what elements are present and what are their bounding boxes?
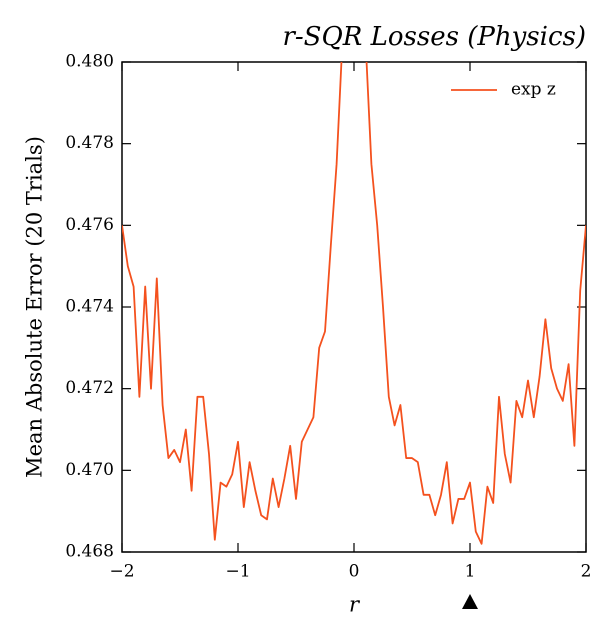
y-tick-label: 0.480: [65, 52, 114, 72]
legend-label: exp z: [511, 80, 556, 100]
y-tick-label: 0.468: [65, 542, 114, 562]
x-tick-label: −1: [225, 562, 250, 582]
x-tick-label: 1: [465, 562, 476, 582]
y-tick-label: 0.476: [65, 215, 114, 235]
y-tick-label: 0.474: [65, 297, 114, 317]
plot-area: [122, 62, 586, 545]
y-tick-label: 0.470: [65, 460, 114, 480]
axis-marker: [462, 594, 478, 609]
x-tick-label: 0: [349, 562, 360, 582]
y-axis-label: Mean Absolute Error (20 Trials): [23, 136, 47, 478]
line-series: [122, 62, 586, 545]
chart-title: r-SQR Losses (Physics): [282, 22, 586, 52]
x-tick-label: −2: [109, 562, 134, 582]
x-axis-label: r: [349, 593, 361, 617]
x-tick-label: 2: [581, 562, 592, 582]
y-tick-label: 0.472: [65, 378, 114, 398]
y-tick-label: 0.478: [65, 133, 114, 153]
